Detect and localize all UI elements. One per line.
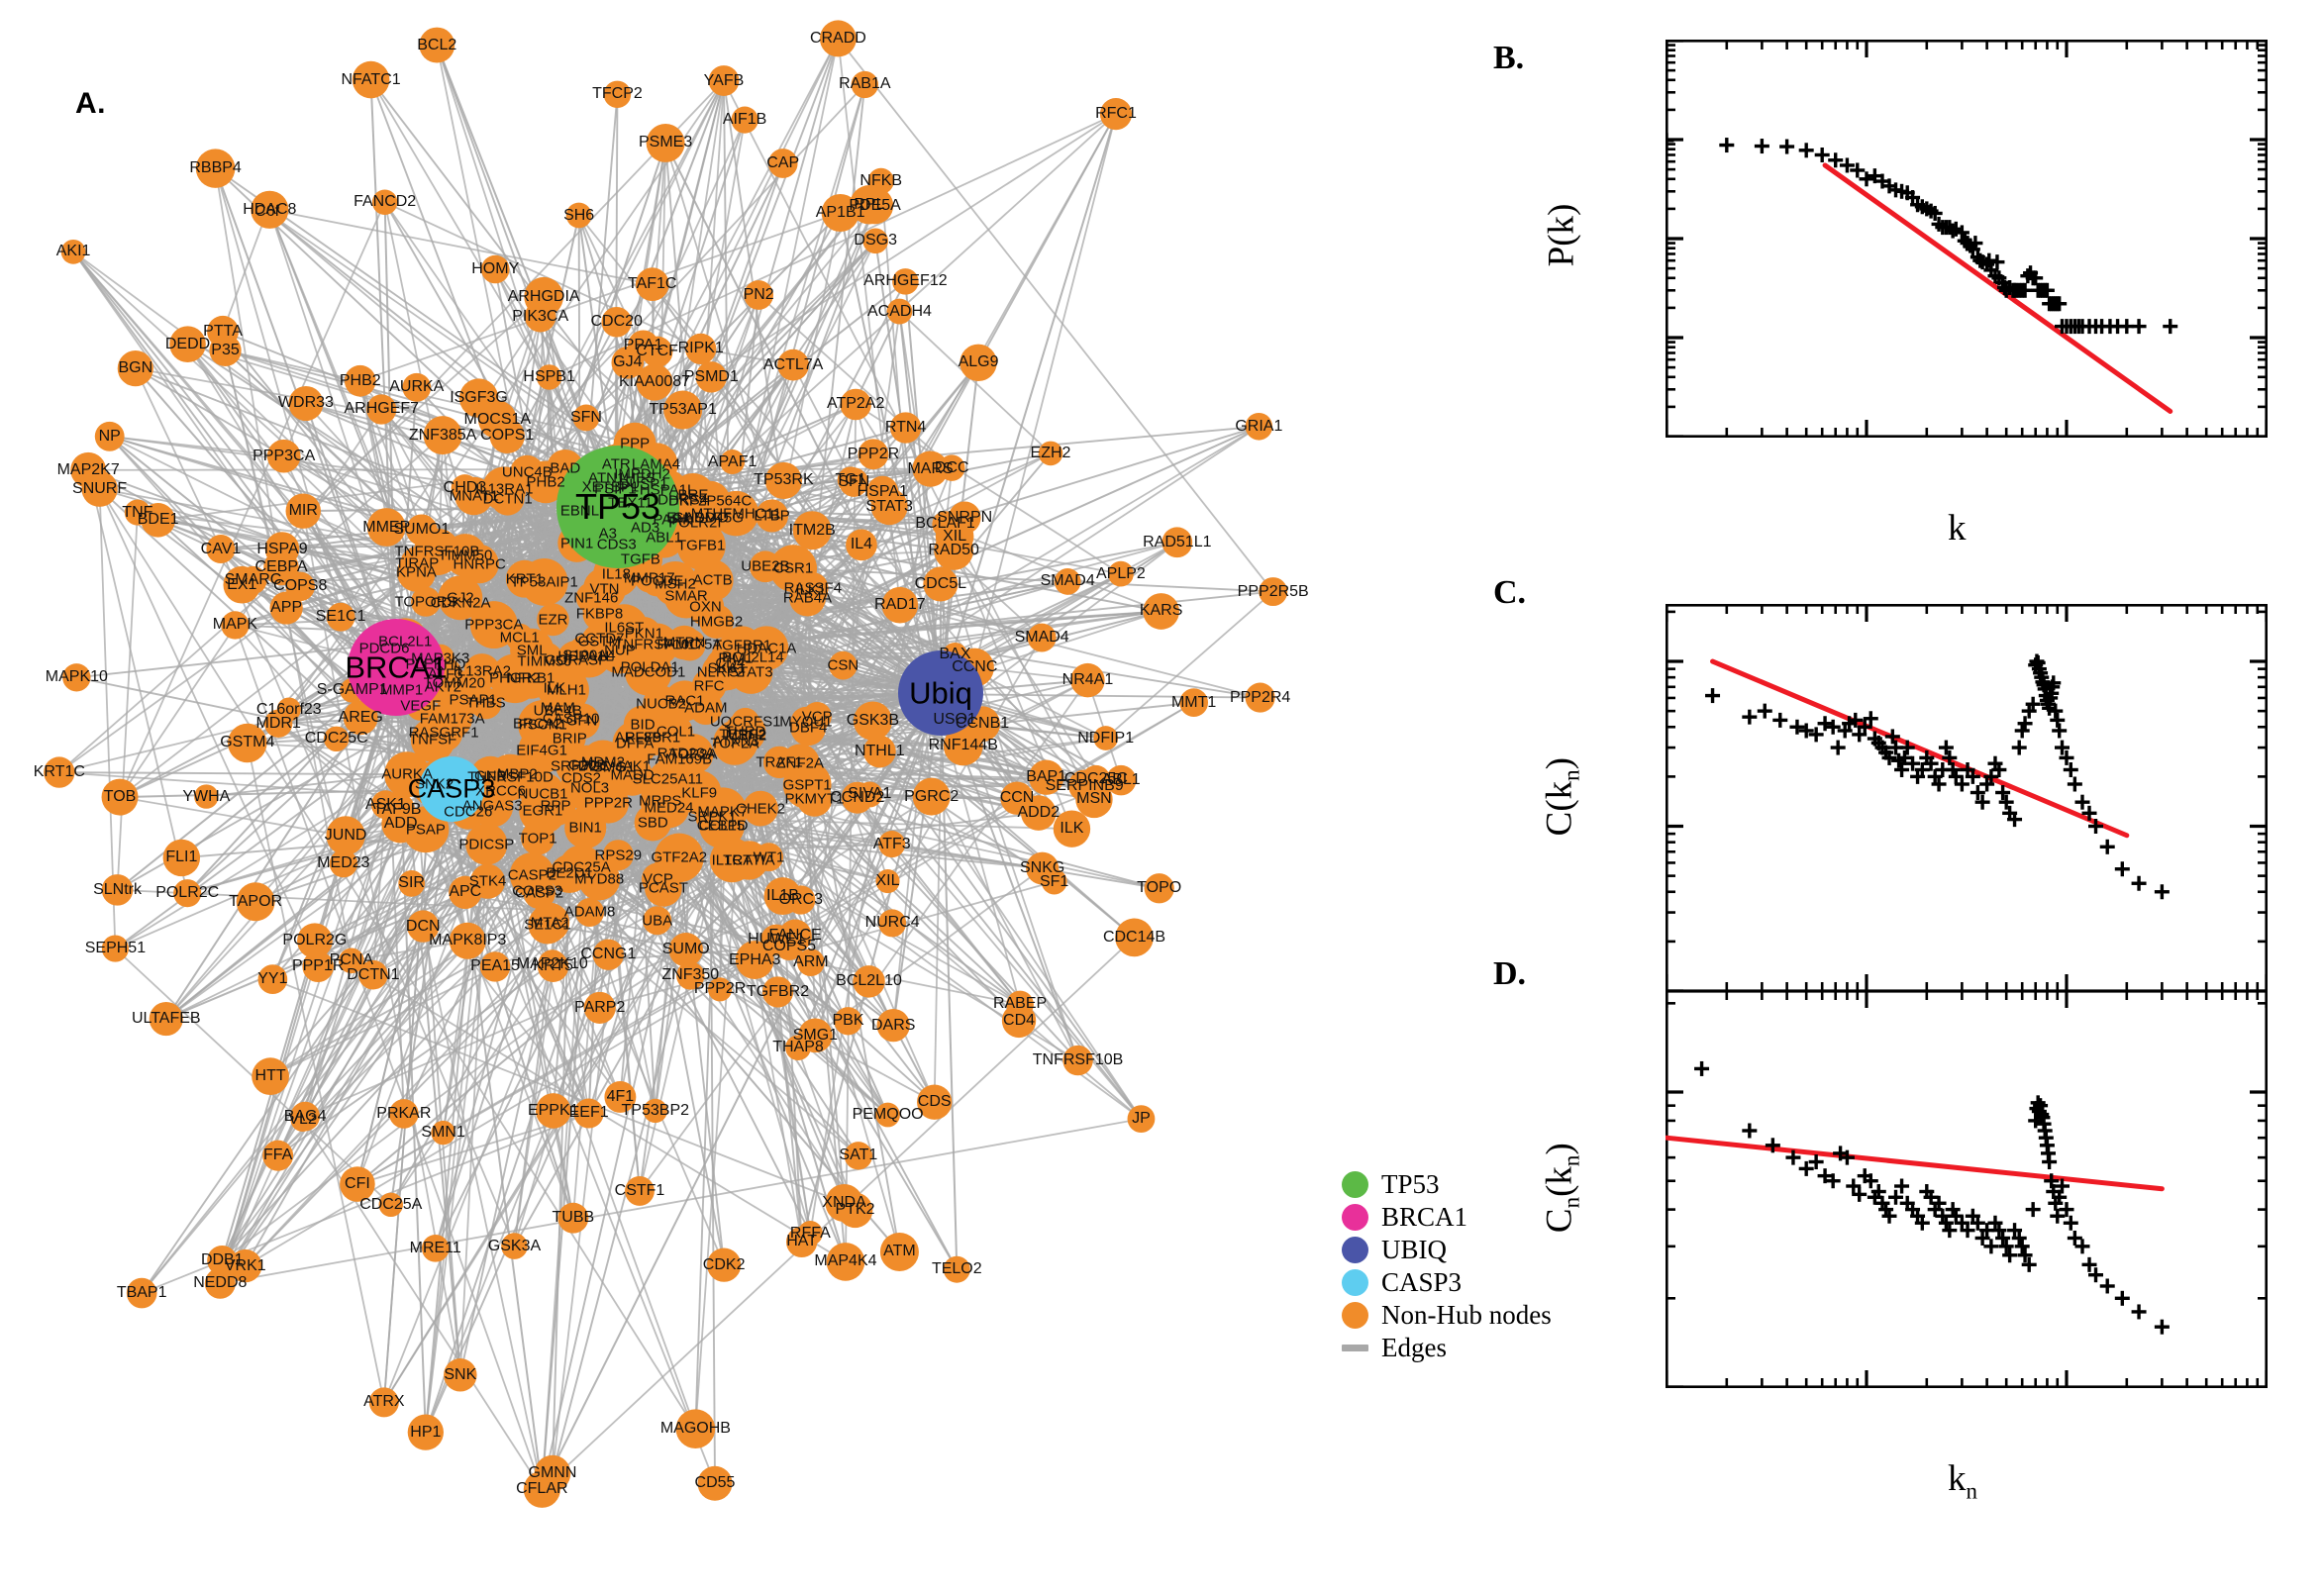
- legend-item-ubiq[interactable]: UBIQ: [1342, 1234, 1550, 1266]
- x-axis-title: k: [1948, 508, 1967, 549]
- legend: TP53 BRCA1 UBIQ CASP3 Non-Hub nodes Edges: [1342, 1168, 1552, 1364]
- legend-item-label: Edges: [1381, 1333, 1447, 1362]
- panel-a-label: A.: [75, 87, 106, 120]
- legend-item-label: CASP3: [1381, 1267, 1463, 1297]
- legend-item-label: BRCA1: [1381, 1202, 1468, 1232]
- panel-c-label: C.: [1493, 574, 1527, 611]
- y-axis-title: P(k): [1541, 203, 1582, 267]
- legend-item-non-hub-nodes[interactable]: Non-Hub nodes: [1342, 1299, 1552, 1332]
- legend-item-tp53[interactable]: TP53: [1342, 1168, 1550, 1201]
- panel-b-label: B.: [1493, 40, 1525, 76]
- network-graph[interactable]: ARL8B TAF9B SKA1 ALG9 MAGOHB MOCS1A DHRS4 TP53A…: [0, 0, 1446, 1596]
- panel-d-label: D.: [1493, 955, 1527, 992]
- legend-item-edges[interactable]: Edges: [1342, 1332, 1550, 1364]
- panel-a-network: A. ARL8B TAF9B SKA1 ALG9 MAGOHB MOCS1A DHRS4 TP…: [0, 0, 1446, 1596]
- plots-column: B.100101102103kP(k)C.C(kn)D.100101102103…: [1446, 0, 2323, 1596]
- legend-item-casp3[interactable]: CASP3: [1342, 1266, 1550, 1299]
- legend-dot-icon: [1342, 1171, 1368, 1198]
- x-axis-title: kn: [1948, 1458, 1977, 1504]
- legend-dot-icon: [1342, 1204, 1368, 1231]
- y-axis-title: Cn(kn): [1539, 1143, 1584, 1234]
- legend-dot-icon: [1342, 1302, 1368, 1329]
- panel-c-plot: [1666, 604, 2268, 992]
- legend-item-label: Non-Hub nodes: [1381, 1300, 1552, 1330]
- panel-d-plot: [1666, 990, 2268, 1388]
- legend-dot-icon: [1342, 1269, 1368, 1296]
- network-svg: [44, 20, 1288, 1508]
- legend-line-icon: [1342, 1345, 1368, 1351]
- legend-item-brca1[interactable]: BRCA1: [1342, 1201, 1550, 1234]
- legend-item-label: UBIQ: [1381, 1235, 1447, 1264]
- y-axis-title: C(kn): [1539, 757, 1584, 837]
- legend-item-label: TP53: [1381, 1169, 1440, 1199]
- legend-dot-icon: [1342, 1237, 1368, 1263]
- panel-b-plot: [1666, 40, 2268, 438]
